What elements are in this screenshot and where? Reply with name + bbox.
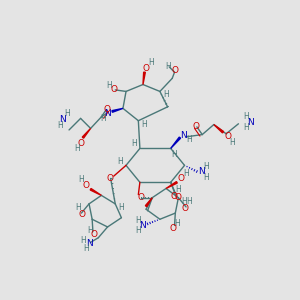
Text: H: H	[106, 81, 112, 90]
Text: N: N	[180, 131, 187, 140]
Text: H: H	[100, 114, 106, 123]
Text: H: H	[175, 219, 181, 228]
Polygon shape	[146, 198, 152, 207]
Text: N: N	[140, 221, 146, 230]
Text: N: N	[59, 115, 66, 124]
Text: H: H	[64, 109, 70, 118]
Text: H: H	[136, 226, 141, 235]
Polygon shape	[214, 124, 224, 133]
Text: H: H	[172, 150, 177, 159]
Text: H: H	[80, 236, 86, 244]
Text: N: N	[248, 118, 254, 127]
Text: O: O	[91, 230, 98, 239]
Text: H: H	[83, 244, 89, 253]
Text: N: N	[104, 109, 111, 118]
Text: H: H	[203, 162, 209, 171]
Text: H: H	[87, 226, 93, 235]
Text: N: N	[198, 167, 205, 176]
Text: H: H	[148, 58, 154, 68]
Text: H: H	[57, 121, 63, 130]
Text: N: N	[86, 239, 92, 248]
Text: O: O	[193, 122, 200, 130]
Text: O: O	[110, 85, 117, 94]
Text: H: H	[186, 197, 192, 206]
Polygon shape	[112, 108, 123, 112]
Polygon shape	[166, 182, 177, 188]
Text: H: H	[166, 61, 171, 70]
Text: O: O	[175, 193, 182, 202]
Text: H: H	[163, 90, 169, 99]
Text: O: O	[169, 224, 176, 233]
Polygon shape	[143, 72, 146, 85]
Text: O: O	[82, 181, 89, 190]
Polygon shape	[171, 137, 181, 148]
Text: H: H	[74, 144, 80, 153]
Text: H: H	[75, 203, 81, 212]
Text: H: H	[176, 185, 181, 194]
Text: O: O	[178, 174, 185, 183]
Text: H: H	[117, 157, 123, 166]
Text: H: H	[142, 120, 147, 129]
Text: O: O	[79, 210, 86, 219]
Text: O: O	[106, 174, 113, 183]
Text: H: H	[230, 138, 235, 147]
Text: O: O	[182, 204, 189, 213]
Text: H: H	[186, 135, 192, 144]
Polygon shape	[90, 188, 101, 195]
Text: H: H	[136, 216, 141, 225]
Text: O: O	[171, 66, 178, 75]
Text: O: O	[103, 105, 110, 114]
Text: H: H	[243, 112, 249, 121]
Polygon shape	[82, 128, 91, 138]
Text: H: H	[131, 139, 137, 148]
Text: H: H	[203, 173, 209, 182]
Text: H: H	[118, 203, 124, 212]
Text: H: H	[243, 123, 249, 132]
Text: H: H	[182, 197, 188, 206]
Text: O: O	[225, 132, 232, 141]
Text: H: H	[79, 176, 84, 184]
Text: O: O	[138, 193, 145, 202]
Text: O: O	[78, 139, 85, 148]
Text: H: H	[183, 169, 189, 178]
Text: O: O	[142, 64, 150, 73]
Text: O: O	[170, 192, 177, 201]
